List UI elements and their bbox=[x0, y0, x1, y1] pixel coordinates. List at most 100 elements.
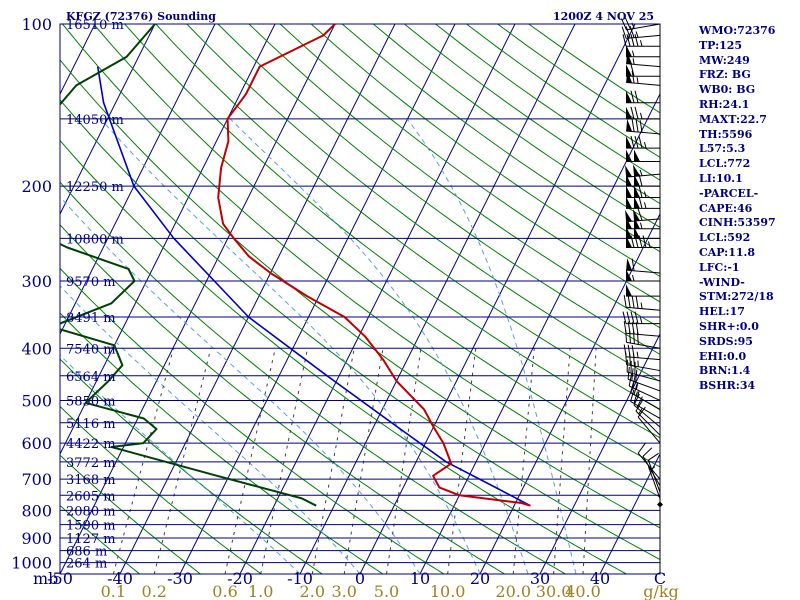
height-label: 686 m bbox=[66, 545, 107, 560]
barb-flag bbox=[637, 406, 646, 418]
height-label: 12250 m bbox=[66, 180, 124, 195]
barb-half-flag bbox=[640, 302, 643, 309]
barb-flag bbox=[622, 311, 627, 324]
height-label: 16510 m bbox=[66, 18, 124, 33]
wind-barb bbox=[647, 452, 661, 493]
barb-pennant bbox=[626, 268, 632, 281]
isobars bbox=[59, 23, 661, 575]
mixing-ratio-tick-label: g/kg bbox=[643, 582, 679, 600]
grid-lines bbox=[60, 24, 660, 574]
stat-line: MAXT:22.7 bbox=[699, 112, 767, 126]
moist-adiabat bbox=[100, 118, 481, 574]
stat-line: EHI:0.0 bbox=[699, 349, 747, 363]
wind-barb bbox=[637, 406, 661, 444]
mixing-ratio-line bbox=[512, 348, 535, 574]
dry-adiabat bbox=[60, 59, 660, 529]
barb-flag bbox=[628, 373, 633, 387]
temperature-tick-label: -40 bbox=[107, 569, 133, 588]
mixing-ratio-tick-label: 3.0 bbox=[332, 582, 357, 600]
height-label: 5850 m bbox=[66, 394, 116, 409]
temperature-tick-label: 0 bbox=[355, 569, 365, 588]
barb-flag bbox=[638, 174, 643, 187]
barb-half-flag bbox=[640, 317, 643, 324]
wind-barb bbox=[626, 70, 661, 86]
stat-line: LCL:772 bbox=[699, 157, 751, 171]
wind-barb bbox=[635, 400, 661, 436]
barb-flag bbox=[630, 106, 635, 119]
barb-staff bbox=[626, 269, 661, 274]
isotherm-line bbox=[239, 24, 516, 574]
barb-staff bbox=[626, 63, 661, 68]
barb-half-flag bbox=[639, 169, 643, 176]
height-label: 4422 m bbox=[66, 437, 116, 452]
barb-flag bbox=[635, 296, 639, 309]
barb-pennant bbox=[633, 209, 641, 222]
pressure-label: 1000 bbox=[11, 554, 52, 573]
mixing-ratio-line bbox=[112, 348, 174, 574]
mixing-ratio-tick-label: 2.0 bbox=[300, 582, 325, 600]
mixing-ratio-tick-label: 0.2 bbox=[142, 582, 167, 600]
barb-flag bbox=[638, 235, 643, 248]
temperature-tick-label: 40 bbox=[590, 569, 610, 588]
barb-flag bbox=[633, 331, 635, 344]
temperature-tick-label: -50 bbox=[47, 569, 73, 588]
stat-line: LCL:592 bbox=[699, 231, 751, 245]
pressure-label: 300 bbox=[21, 272, 52, 291]
barb-flag bbox=[630, 235, 635, 248]
mixing-ratio-tick-label: 0.6 bbox=[212, 582, 237, 600]
barb-flag bbox=[625, 352, 628, 365]
wind-barbs bbox=[621, 17, 663, 508]
barb-staff bbox=[642, 456, 661, 486]
dry-adiabat bbox=[217, 24, 660, 355]
barb-flag bbox=[634, 135, 639, 149]
stats-panel: WMO:72376 TP:125 MW:249 FRZ: BG WB0: BG RH:24… bbox=[699, 24, 776, 394]
mixing-ratio-tick-label: 1.0 bbox=[248, 582, 273, 600]
dry-adiabat bbox=[248, 24, 660, 329]
barb-pennant bbox=[626, 51, 633, 65]
pressure-label: 900 bbox=[21, 529, 52, 548]
barb-flag bbox=[633, 391, 638, 404]
isotherm-line bbox=[539, 332, 660, 574]
barb-flag bbox=[648, 452, 659, 461]
wind-barb bbox=[626, 135, 660, 149]
mixing-ratio-tick-label: 40.0 bbox=[565, 582, 601, 600]
wind-barb bbox=[626, 51, 661, 68]
height-label: 9570 m bbox=[66, 275, 116, 290]
pressure-unit-label: mb bbox=[33, 569, 58, 588]
barb-half-flag bbox=[632, 50, 635, 57]
temperature-trace bbox=[217, 24, 531, 507]
mixing-ratio-line bbox=[153, 348, 212, 574]
wind-barb bbox=[642, 447, 661, 486]
barb-pennant bbox=[626, 235, 632, 248]
mixing-ratio-line bbox=[224, 348, 276, 574]
mixing-ratio-tick-label: 0.1 bbox=[101, 582, 126, 600]
height-label: 3168 m bbox=[66, 473, 116, 488]
dry-adiabat bbox=[60, 454, 201, 574]
sounding-profiles bbox=[60, 24, 531, 507]
barb-flag bbox=[635, 119, 639, 133]
height-label: 1127 m bbox=[66, 532, 116, 547]
barb-flag bbox=[630, 64, 635, 77]
barb-half-flag bbox=[631, 22, 635, 29]
barb-flag bbox=[633, 393, 640, 406]
wind-barb bbox=[626, 185, 660, 199]
barb-pennant bbox=[634, 149, 640, 162]
isotherm-line bbox=[60, 24, 276, 456]
parcel-trace bbox=[96, 66, 531, 507]
barb-flag bbox=[630, 380, 635, 393]
dewpoint-trace bbox=[60, 24, 317, 507]
dry-adiabat bbox=[93, 24, 660, 468]
wind-barb bbox=[630, 389, 661, 419]
height-label: 264 m bbox=[66, 557, 107, 572]
wind-barb bbox=[626, 106, 660, 120]
mixing-ratio-line bbox=[260, 348, 309, 574]
stat-line: TH:5596 bbox=[699, 127, 753, 141]
height-label: 3772 m bbox=[66, 456, 116, 471]
height-label: 10800 m bbox=[66, 232, 124, 247]
wind-barb bbox=[626, 216, 660, 230]
barb-staff bbox=[626, 306, 661, 311]
wind-barb bbox=[626, 196, 660, 209]
isotherm-line bbox=[60, 24, 336, 574]
